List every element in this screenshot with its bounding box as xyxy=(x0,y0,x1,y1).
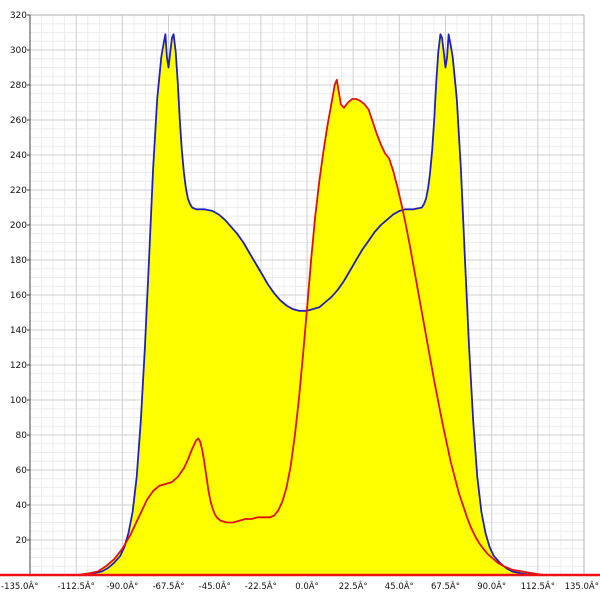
x-tick-label: 112.5Â° xyxy=(521,580,555,592)
y-tick-label: 80 xyxy=(16,431,28,441)
y-tick-label: 20 xyxy=(16,536,28,546)
y-tick-label: 320 xyxy=(10,11,27,21)
y-tick-label: 140 xyxy=(10,326,27,336)
x-tick-label: 45.0Â° xyxy=(385,580,414,592)
y-tick-label: 200 xyxy=(10,221,27,231)
y-tick-label: 60 xyxy=(16,466,28,476)
y-tick-label: 240 xyxy=(10,151,27,161)
y-tick-label: 220 xyxy=(10,186,27,196)
y-tick-label: 280 xyxy=(10,81,27,91)
y-tick-label: 260 xyxy=(10,116,27,126)
x-tick-label: 0.0Â° xyxy=(295,580,319,592)
x-tick-label: 67.5Â° xyxy=(431,580,460,592)
x-tick-label: -22.5Â° xyxy=(245,580,277,592)
y-tick-label: 300 xyxy=(10,46,27,56)
y-tick-labels: 20 40 60 80 100 120 140 160 180 200 220 240 260 280 30… xyxy=(10,11,30,546)
x-tick-label: -90.0Â° xyxy=(106,580,138,592)
y-tick-label: 120 xyxy=(10,361,27,371)
y-tick-label: 160 xyxy=(10,291,27,301)
y-tick-label: 100 xyxy=(10,396,27,406)
x-tick-label: -112.5Â° xyxy=(57,580,94,592)
x-tick-label: 135.0Â° xyxy=(565,580,599,592)
x-tick-labels: -135.0Â° -112.5Â° -90.0Â° -67.5Â° -45.0Â° -22… xyxy=(1,580,599,592)
area-fill-red_curve xyxy=(30,79,584,576)
x-tick-label: -67.5Â° xyxy=(152,580,184,592)
x-tick-label: 22.5Â° xyxy=(339,580,368,592)
red-curve-line xyxy=(29,78,585,576)
y-tick-label: 40 xyxy=(16,501,28,511)
x-tick-label: -135.0Â° xyxy=(1,580,38,592)
y-tick-label: 180 xyxy=(10,256,27,266)
x-tick-label: 90.0Â° xyxy=(477,580,506,592)
x-tick-label: -45.0Â° xyxy=(199,580,231,592)
